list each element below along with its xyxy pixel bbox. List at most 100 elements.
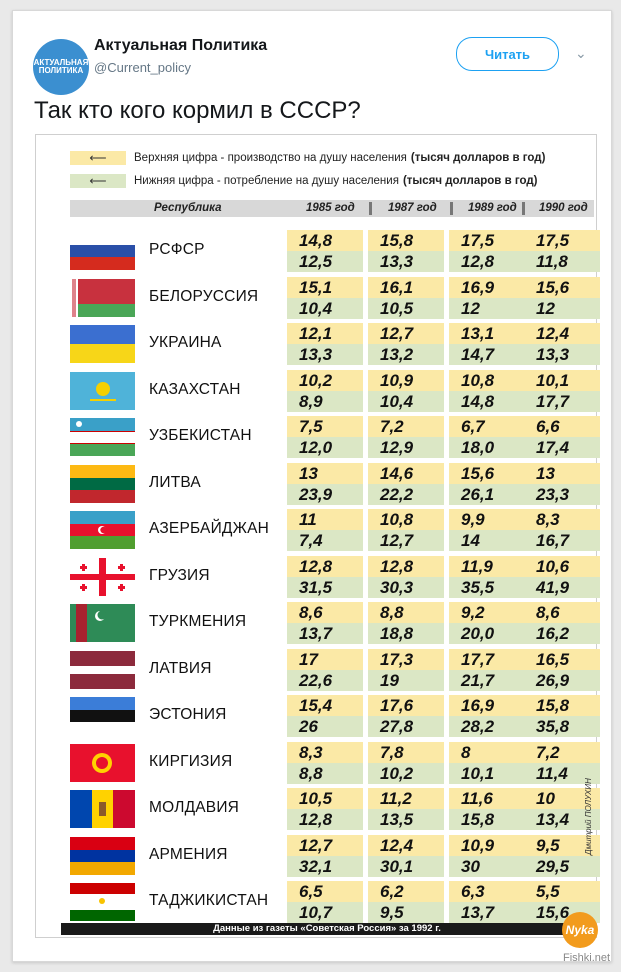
consumption-value: 30: [449, 855, 525, 877]
production-value: 6,6: [524, 416, 600, 437]
consumption-value: 10,5: [368, 297, 444, 319]
consumption-value: 26: [287, 716, 363, 737]
consumption-value: 35,5: [449, 576, 525, 598]
consumption-value: 13,3: [368, 251, 444, 272]
account-handle[interactable]: @Current_policy: [94, 60, 192, 75]
consumption-value: 9,5: [368, 902, 444, 923]
republic-name: ГРУЗИЯ: [149, 566, 210, 584]
production-value: 7,2: [524, 741, 600, 763]
tweet-image[interactable]: ⟵ Верхняя цифра - производство на душу н…: [35, 134, 600, 938]
production-value: 12,4: [368, 834, 444, 856]
production-value: 8,6: [524, 602, 600, 623]
consumption-value: 19: [368, 669, 444, 691]
consumption-value: 12: [449, 297, 525, 319]
production-value: 8,3: [524, 509, 600, 530]
consumption-value: 26,1: [449, 483, 525, 505]
consumption-value: 10,7: [287, 902, 363, 923]
production-value: 15,4: [287, 695, 363, 716]
account-name[interactable]: Актуальная Политика: [94, 37, 268, 54]
consumption-value: 22,2: [368, 483, 444, 505]
nyka-logo: Nyka: [562, 912, 598, 948]
consumption-value: 32,1: [287, 855, 363, 877]
production-value: 12,7: [287, 834, 363, 856]
consumption-value: 28,2: [449, 716, 525, 737]
republic-name: ЛАТВИЯ: [149, 659, 212, 677]
flag-icon: [70, 232, 135, 270]
consumption-value: 23,3: [524, 483, 600, 505]
consumption-value: 10,2: [368, 762, 444, 784]
production-value: 8,3: [287, 741, 363, 763]
legend-arrow-icon: ⟵: [70, 174, 126, 188]
consumption-value: 22,6: [287, 669, 363, 691]
production-value: 13: [524, 462, 600, 484]
consumption-value: 21,7: [449, 669, 525, 691]
production-value: 16,5: [524, 648, 600, 670]
consumption-value: 10,4: [287, 297, 363, 319]
production-value: 17,3: [368, 648, 444, 670]
production-value: 14,8: [287, 230, 363, 251]
consumption-value: 11,8: [524, 251, 600, 272]
consumption-value: 12,9: [368, 437, 444, 458]
consumption-value: 8,8: [287, 762, 363, 784]
legend-bottom-text: Нижняя цифра - потребление на душу насел…: [134, 175, 399, 187]
consumption-value: 7,4: [287, 530, 363, 551]
header-1985: 1985 год: [306, 202, 355, 214]
republic-name: УКРАИНА: [149, 334, 222, 351]
flag-icon: [70, 697, 135, 735]
republic-name: ЭСТОНИЯ: [149, 706, 227, 723]
production-value: 9,2: [449, 602, 525, 623]
republic-name: РСФСР: [149, 241, 205, 258]
production-value: 17,7: [449, 648, 525, 670]
consumption-value: 14,8: [449, 390, 525, 412]
table-row: УЗБЕКИСТАН 7,5 7,2 6,7 6,6 12,0 12,9 18,0 17,4: [70, 413, 600, 460]
flag-icon: [70, 325, 135, 363]
consumption-value: 10,4: [368, 390, 444, 412]
table-row: ЭСТОНИЯ 15,4 17,6 16,9 15,8 26 27,8 28,2 35,8: [70, 692, 600, 739]
production-value: 10,5: [287, 788, 363, 809]
production-value: 12,1: [287, 323, 363, 344]
production-value: 12,4: [524, 323, 600, 344]
production-value: 8,8: [368, 602, 444, 623]
production-value: 7,2: [368, 416, 444, 437]
republic-name: ТАДЖИКИСТАН: [149, 892, 269, 909]
production-value: 17,6: [368, 695, 444, 716]
production-value: 17: [287, 648, 363, 670]
production-value: 9,5: [524, 834, 600, 856]
legend-top: ⟵ Верхняя цифра - производство на душу н…: [70, 150, 594, 166]
table-row: КАЗАХСТАН 10,2 10,9 10,8 10,1 8,9 10,4 14,8 17,7: [70, 367, 600, 414]
tweet-text: Так кто кого кормил в СССР?: [34, 97, 361, 124]
production-value: 10,8: [449, 369, 525, 391]
production-value: 13: [287, 462, 363, 484]
consumption-value: 12,7: [368, 530, 444, 551]
consumption-value: 12: [524, 297, 600, 319]
consumption-value: 13,3: [287, 344, 363, 365]
production-value: 10,9: [368, 369, 444, 391]
follow-button[interactable]: Читать: [456, 37, 559, 71]
avatar[interactable]: АКТУАЛЬНАЯ ПОЛИТИКА: [33, 39, 89, 95]
consumption-value: 26,9: [524, 669, 600, 691]
production-value: 10,1: [524, 369, 600, 391]
consumption-value: 12,0: [287, 437, 363, 458]
flag-icon: [70, 371, 135, 410]
header-republic: Республика: [154, 202, 222, 214]
production-value: 11,9: [449, 555, 525, 577]
consumption-value: 29,5: [524, 855, 600, 877]
table-row: УКРАИНА 12,1 12,7 13,1 12,4 13,3 13,2 14,7 13,3: [70, 320, 600, 367]
consumption-value: 16,7: [524, 530, 600, 551]
production-value: 12,7: [368, 323, 444, 344]
table-row: МОЛДАВИЯ 10,5 11,2 11,6 10 12,8 13,5 15,8 13,4: [70, 785, 600, 832]
table-row: БЕЛОРУССИЯ 15,1 16,1 16,9 15,6 10,4 10,5 12 12: [70, 274, 600, 321]
chevron-down-icon[interactable]: ⌄: [575, 45, 587, 61]
consumption-value: 12,8: [449, 251, 525, 272]
author-credit: Дмитрий ПОЛУХИН: [584, 778, 593, 855]
production-value: 6,7: [449, 416, 525, 437]
flag-icon: [70, 464, 135, 503]
production-value: 11: [287, 509, 363, 530]
consumption-value: 18,0: [449, 437, 525, 458]
production-value: 17,5: [524, 230, 600, 251]
republic-name: МОЛДАВИЯ: [149, 799, 240, 816]
header-divider: [369, 202, 372, 215]
consumption-value: 15,8: [449, 809, 525, 830]
table-row: ТУРКМЕНИЯ 8,6 8,8 9,2 8,6 13,7 18,8 20,0 16,2: [70, 599, 600, 646]
header-1987: 1987 год: [388, 202, 437, 214]
